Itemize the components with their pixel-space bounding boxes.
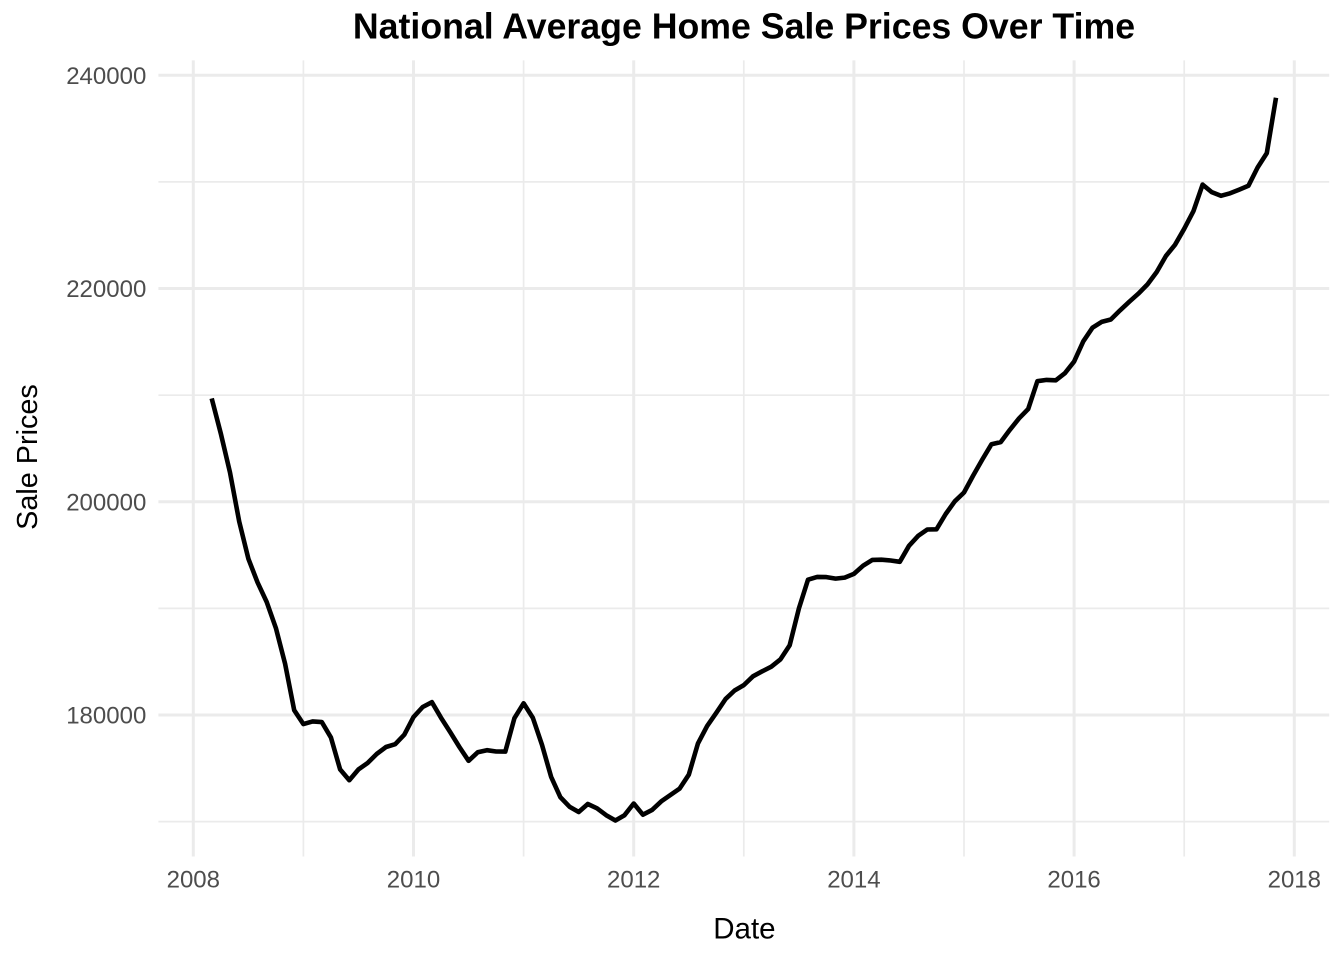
svg-text:National Average Home Sale Pri: National Average Home Sale Prices Over T… [353,7,1135,47]
svg-text:2014: 2014 [827,866,880,893]
svg-text:220000: 220000 [66,276,146,303]
svg-text:2016: 2016 [1047,866,1100,893]
svg-text:180000: 180000 [66,703,146,730]
svg-text:2018: 2018 [1268,866,1321,893]
svg-text:2010: 2010 [387,866,440,893]
svg-text:Sale Prices: Sale Prices [12,384,44,530]
svg-text:Date: Date [713,913,775,946]
svg-text:2012: 2012 [607,866,660,893]
svg-text:200000: 200000 [66,490,146,517]
svg-text:240000: 240000 [66,63,146,90]
svg-text:2008: 2008 [167,866,220,893]
